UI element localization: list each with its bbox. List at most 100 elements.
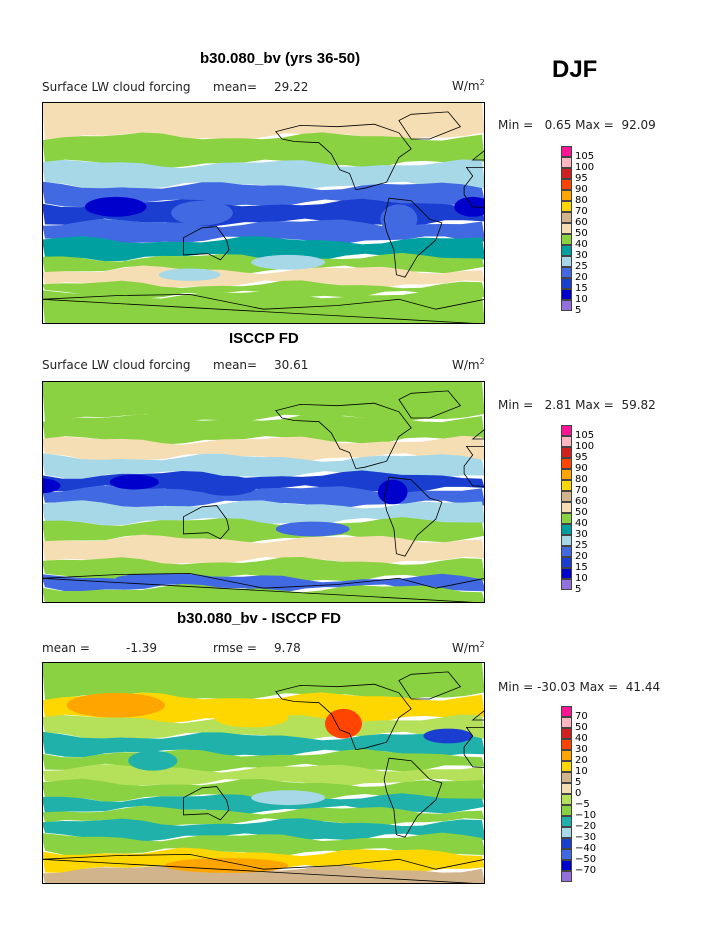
contour-band: [42, 865, 485, 884]
contour-band: [42, 573, 485, 593]
colorbar-swatch: [561, 761, 572, 772]
contour-band: [42, 280, 485, 299]
colorbar-swatch: [561, 717, 572, 728]
contour-region: [42, 478, 61, 494]
contour-map: [42, 102, 485, 324]
coastline: [398, 671, 462, 700]
colorbar-swatch: [561, 179, 572, 190]
colorbar-swatch: [561, 491, 572, 502]
colorbar-label: 30: [575, 744, 588, 755]
colorbar-swatch: [561, 827, 572, 838]
colorbar-label: 70: [575, 711, 588, 722]
contour-region: [195, 475, 258, 496]
colorbar-label: 10: [575, 573, 588, 584]
colorbar-label: 5: [575, 584, 582, 595]
panel3-units: W/m2: [452, 640, 485, 655]
colorbar-swatch: [561, 223, 572, 234]
panel2-title: ISCCP FD: [229, 330, 299, 347]
colorbar-label: −50: [575, 854, 597, 865]
panel1-title: b30.080_bv (yrs 36-50): [200, 50, 361, 67]
contour-band: [42, 778, 485, 802]
colorbar-swatch: [561, 256, 572, 267]
contour-band: [42, 159, 485, 190]
colorbar-label: 70: [575, 206, 588, 217]
colorbar-label: 40: [575, 733, 588, 744]
colorbar-label: 5: [575, 305, 582, 316]
colorbar-label: −5: [575, 799, 590, 810]
colorbar-label: −10: [575, 810, 597, 821]
colorbar-swatch: [561, 425, 572, 436]
colorbar-label: −20: [575, 821, 597, 832]
colorbar-label: 95: [575, 452, 588, 463]
colorbar-label: 100: [575, 441, 595, 452]
contour-band: [42, 198, 485, 228]
colorbar-label: 25: [575, 540, 588, 551]
coastline: [183, 786, 230, 821]
coastline: [383, 197, 443, 278]
panel3-title: b30.080_bv - ISCCP FD: [177, 610, 341, 627]
colorbar-swatch: [561, 706, 572, 717]
colorbar-label: 90: [575, 463, 588, 474]
colorbar-label: 95: [575, 173, 588, 184]
panel2-colorbar: 105 100 95 90 80 70 60 50 40 30 25 20 15 10 5: [561, 425, 631, 597]
panel2-variable: Surface LW cloud forcing: [42, 358, 191, 372]
panel1-mean-value: 29.22: [274, 80, 309, 94]
contour-region: [251, 790, 325, 806]
colorbar-swatch: [561, 502, 572, 513]
contour-region: [115, 573, 215, 584]
season-label: DJF: [552, 56, 598, 83]
colorbar-swatch: [561, 805, 572, 816]
contour-band: [42, 583, 485, 603]
colorbar-label: 25: [575, 261, 588, 272]
colorbar-label: 70: [575, 485, 588, 496]
colorbar-swatch: [561, 289, 572, 300]
colorbar-swatch: [561, 447, 572, 458]
panel3-rmse-value: 9.78: [274, 641, 301, 655]
panel2-mean-value: 30.61: [274, 358, 309, 372]
contour-region: [66, 692, 165, 718]
colorbar-label: −40: [575, 843, 597, 854]
colorbar-swatch: [561, 201, 572, 212]
colorbar-label: 10: [575, 294, 588, 305]
colorbar-swatch: [561, 860, 572, 871]
colorbar-swatch: [561, 849, 572, 860]
colorbar-label: 20: [575, 755, 588, 766]
colorbar-swatch: [561, 146, 572, 157]
colorbar-swatch: [561, 794, 572, 805]
panel3-colorbar: 70 50 40 30 20 10 5 0 −5 −10 −20 −30 −40 −50 −70: [561, 706, 631, 882]
colorbar-label: 40: [575, 239, 588, 250]
map-frame: [42, 662, 485, 884]
colorbar-label: 80: [575, 474, 588, 485]
colorbar-swatch: [561, 816, 572, 827]
colorbar-label: 80: [575, 195, 588, 206]
colorbar-swatch: [561, 579, 572, 590]
colorbar-swatch: [561, 838, 572, 849]
colorbar-label: 20: [575, 272, 588, 283]
contour-region: [171, 200, 233, 226]
contour-band: [42, 818, 485, 842]
coastline: [398, 390, 462, 419]
colorbar-label: 100: [575, 162, 595, 173]
contour-region: [377, 479, 408, 505]
colorbar-swatch: [561, 535, 572, 546]
colorbar-label: 20: [575, 551, 588, 562]
colorbar-label: −70: [575, 865, 597, 876]
panel1-variable: Surface LW cloud forcing: [42, 80, 191, 94]
panel3-mean-value: -1.39: [126, 641, 158, 655]
colorbar-swatch: [561, 739, 572, 750]
coastline: [275, 402, 412, 470]
coastline: [42, 853, 485, 884]
contour-band: [42, 714, 485, 741]
coastline: [383, 476, 443, 557]
colorbar-swatch: [561, 557, 572, 568]
contour-region: [165, 858, 289, 873]
contour-band: [42, 236, 485, 262]
colorbar-label: 15: [575, 562, 588, 573]
colorbar-label: 50: [575, 722, 588, 733]
colorbar-label: 60: [575, 496, 588, 507]
panel3-min-max: Min = -30.03 Max = 41.44: [498, 680, 661, 694]
map-frame: [42, 102, 485, 324]
contour-band: [42, 470, 485, 494]
coastline: [183, 505, 230, 540]
contour-band: [42, 662, 485, 701]
